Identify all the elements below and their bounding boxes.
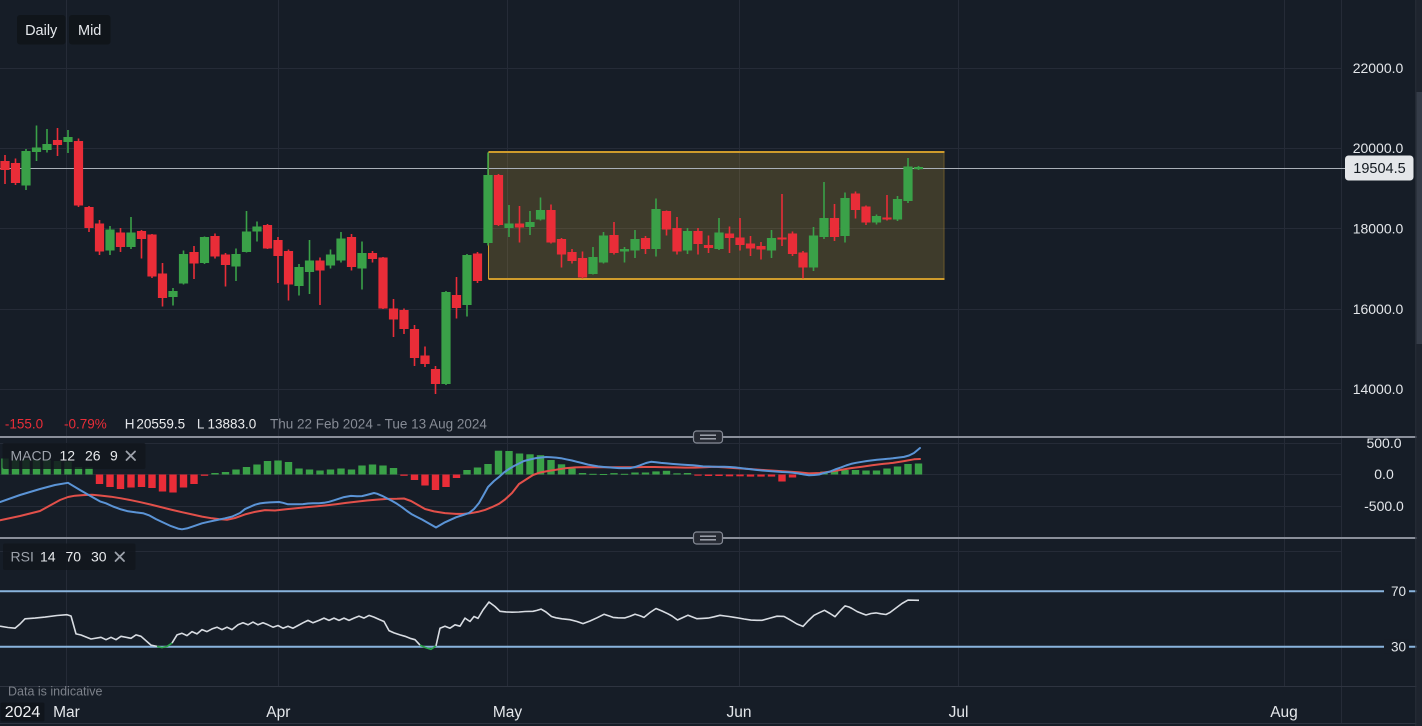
svg-text:16000.0: 16000.0 bbox=[1353, 301, 1404, 317]
svg-text:2024: 2024 bbox=[5, 704, 41, 721]
svg-text:26: 26 bbox=[85, 448, 101, 464]
svg-text:500.0: 500.0 bbox=[1366, 435, 1401, 451]
svg-text:L: L bbox=[197, 417, 205, 432]
svg-text:0.0: 0.0 bbox=[1374, 466, 1394, 482]
svg-text:-500.0: -500.0 bbox=[1364, 498, 1404, 514]
svg-text:-155.0: -155.0 bbox=[5, 417, 43, 432]
svg-text:Apr: Apr bbox=[266, 704, 290, 721]
svg-text:30: 30 bbox=[91, 549, 107, 565]
svg-text:Aug: Aug bbox=[1270, 704, 1298, 721]
svg-text:Mar: Mar bbox=[53, 704, 80, 721]
svg-text:H: H bbox=[125, 417, 135, 432]
svg-text:19504.5: 19504.5 bbox=[1353, 161, 1405, 177]
svg-text:Jun: Jun bbox=[727, 704, 752, 721]
svg-text:Daily: Daily bbox=[25, 23, 58, 39]
svg-text:May: May bbox=[493, 704, 523, 721]
svg-text:30: 30 bbox=[1391, 640, 1406, 655]
svg-text:MACD: MACD bbox=[11, 448, 52, 464]
svg-text:14: 14 bbox=[40, 549, 56, 565]
svg-text:Thu 22 Feb 2024 - Tue 13 Aug 2: Thu 22 Feb 2024 - Tue 13 Aug 2024 bbox=[270, 417, 487, 432]
svg-text:70: 70 bbox=[1391, 584, 1406, 599]
svg-text:13883.0: 13883.0 bbox=[208, 417, 257, 432]
svg-text:20559.5: 20559.5 bbox=[136, 417, 185, 432]
svg-text:22000.0: 22000.0 bbox=[1353, 60, 1404, 76]
svg-text:18000.0: 18000.0 bbox=[1353, 220, 1404, 236]
svg-text:14000.0: 14000.0 bbox=[1353, 381, 1404, 397]
svg-text:RSI: RSI bbox=[11, 549, 34, 565]
svg-text:12: 12 bbox=[60, 448, 76, 464]
svg-text:70: 70 bbox=[66, 549, 82, 565]
svg-text:9: 9 bbox=[110, 448, 118, 464]
svg-text:Jul: Jul bbox=[949, 704, 969, 721]
svg-text:Mid: Mid bbox=[78, 23, 101, 39]
svg-text:Data is indicative: Data is indicative bbox=[8, 685, 103, 699]
svg-text:20000.0: 20000.0 bbox=[1353, 140, 1404, 156]
svg-text:-0.79%: -0.79% bbox=[64, 417, 107, 432]
